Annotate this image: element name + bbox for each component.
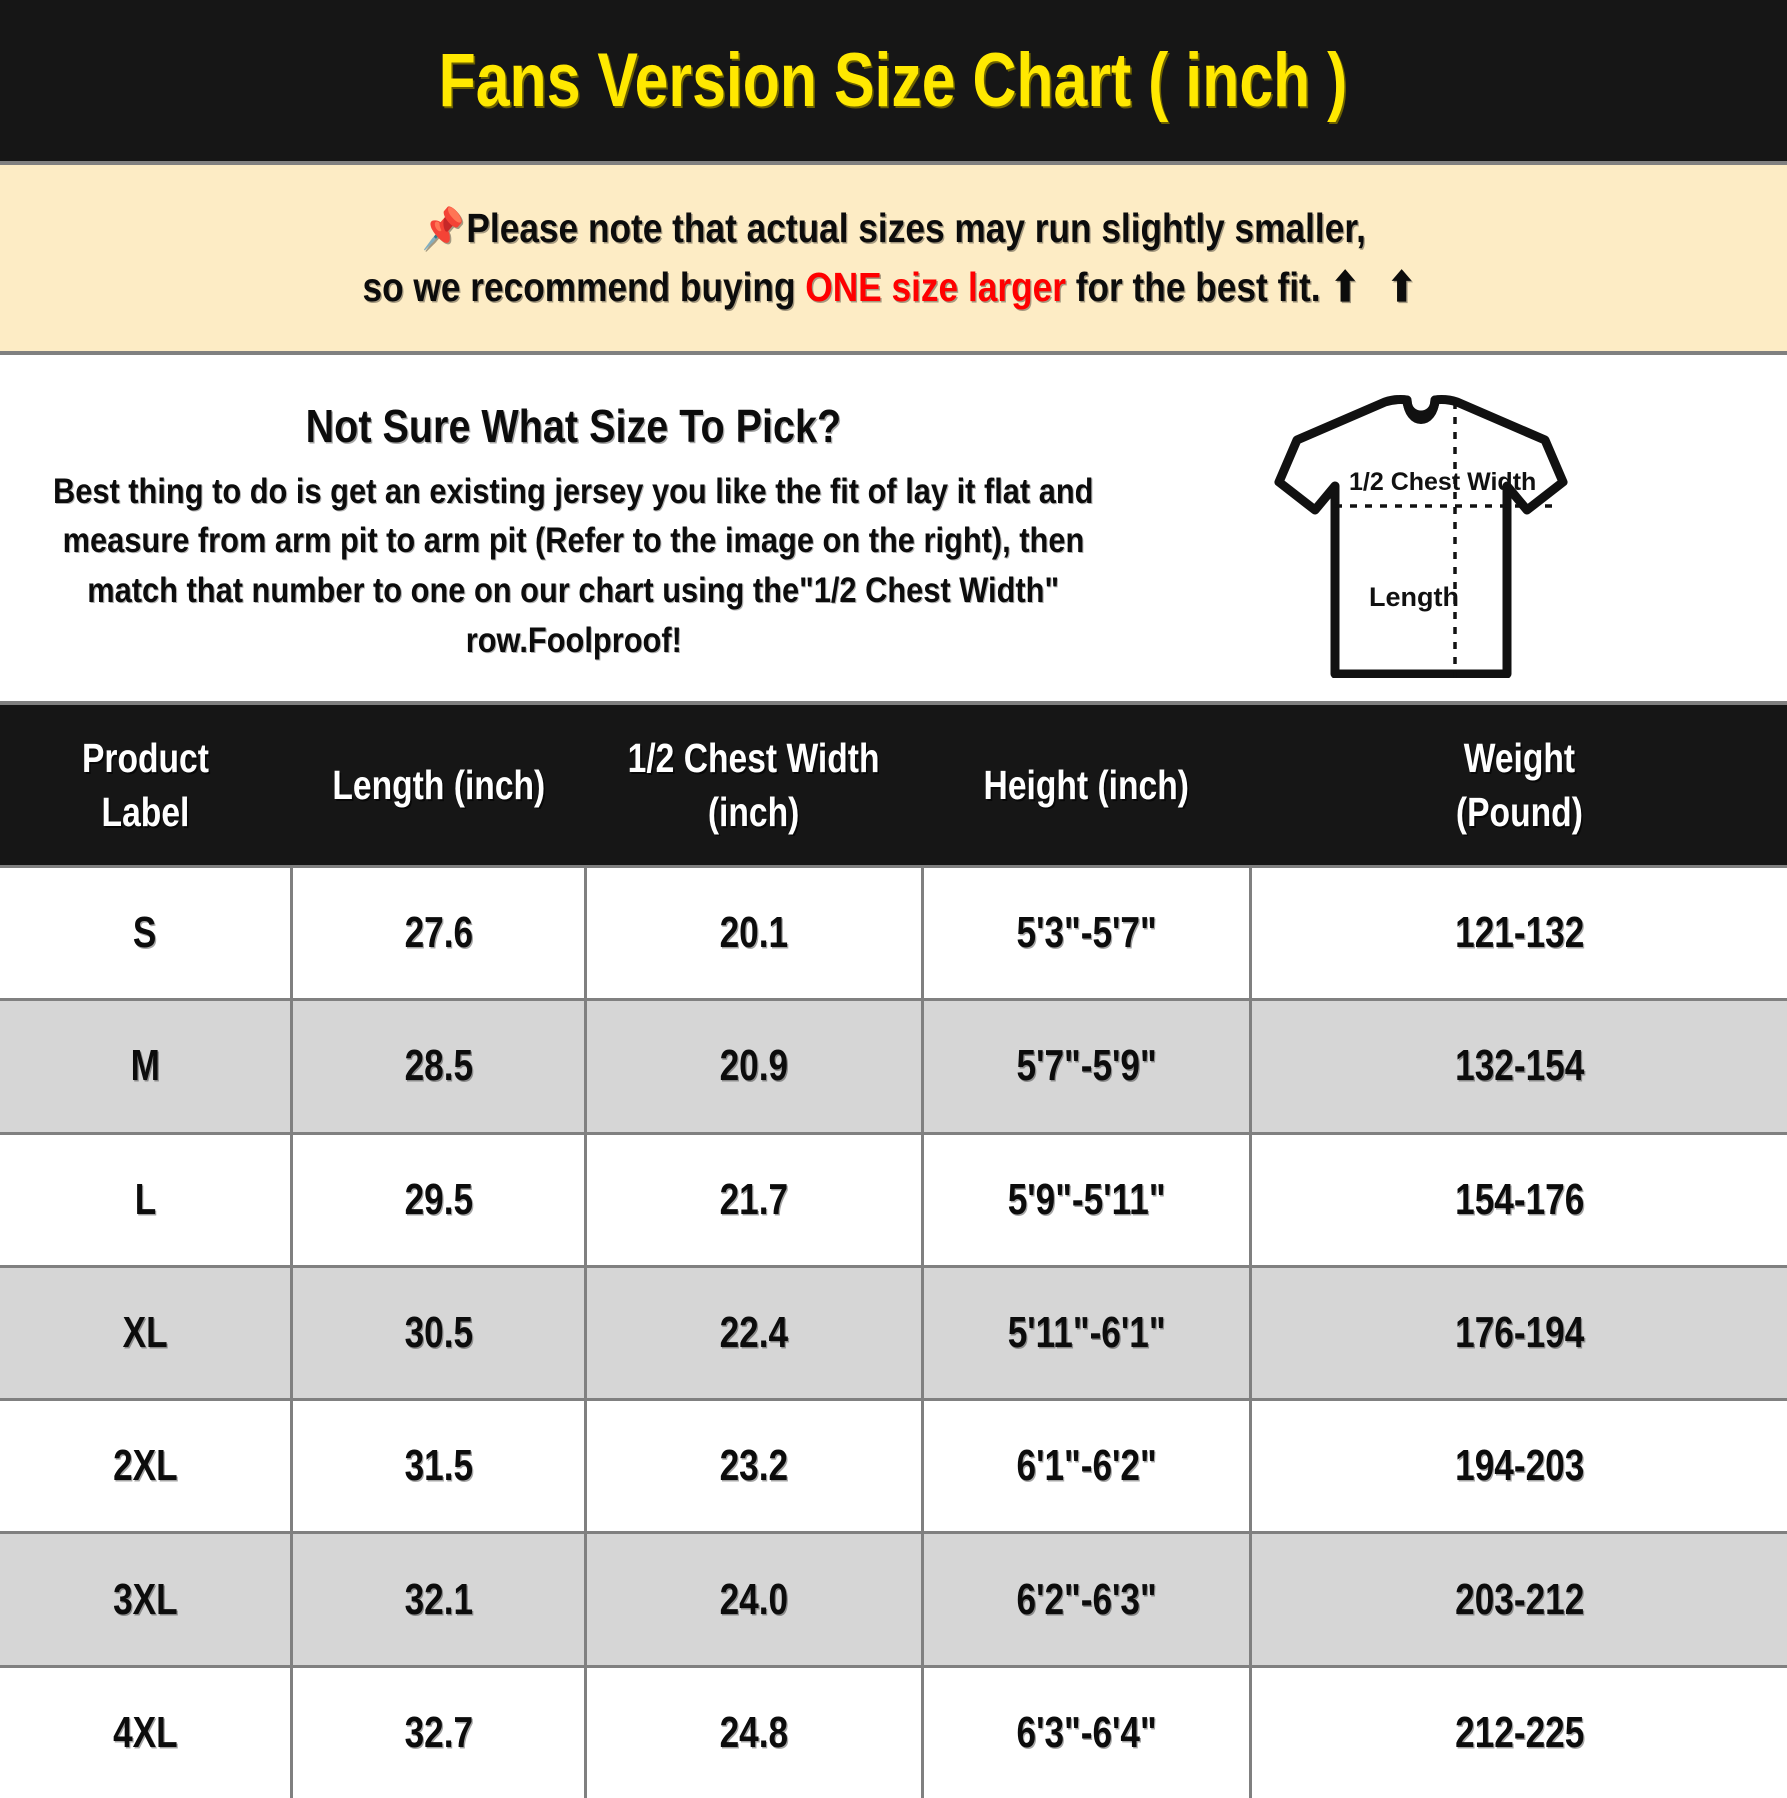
column-header-weight-text: Weight (Pound) bbox=[1456, 734, 1583, 835]
column-header-product-label: Product Label bbox=[0, 705, 290, 865]
table-row: 4XL 32.7 24.8 6'3"-6'4" 212-225 bbox=[0, 1667, 1787, 1798]
cell-product-label: XL bbox=[0, 1267, 290, 1399]
chest-width-label: 1/2 Chest Width bbox=[1349, 468, 1536, 496]
cell-height: 5'9"-5'11" bbox=[924, 1134, 1249, 1265]
cell-half-chest-width: 21.7 bbox=[587, 1134, 921, 1265]
note-emphasis: ONE size larger bbox=[804, 264, 1066, 310]
tshirt-outline bbox=[1274, 395, 1568, 678]
column-header-height: Height (inch) bbox=[924, 705, 1249, 865]
note-line-2-prefix: so we recommend buying bbox=[362, 264, 805, 310]
note-line-1: 📌Please note that actual sizes may run s… bbox=[421, 199, 1365, 258]
info-body-line-1: Best thing to do is get an existing jers… bbox=[53, 471, 1094, 511]
length-label: Length bbox=[1369, 582, 1459, 612]
cell-height: 5'7"-5'9" bbox=[924, 1001, 1249, 1132]
info-body-line-4: row.Foolproof! bbox=[465, 620, 682, 660]
cell-half-chest-width: 20.1 bbox=[587, 868, 921, 999]
info-heading: Not Sure What Size To Pick? bbox=[305, 399, 842, 452]
table-row: S 27.6 20.1 5'3"-5'7" 121-132 bbox=[0, 868, 1787, 999]
cell-half-chest-width: 24.8 bbox=[587, 1667, 921, 1798]
note-line-2: so we recommend buying ONE size larger f… bbox=[362, 258, 1425, 317]
table-row: 3XL 32.1 24.0 6'2"-6'3" 203-212 bbox=[0, 1534, 1787, 1665]
cell-weight: 176-194 bbox=[1252, 1267, 1787, 1399]
note-band: 📌Please note that actual sizes may run s… bbox=[0, 165, 1787, 355]
cell-height: 6'3"-6'4" bbox=[924, 1667, 1249, 1798]
table-row: L 29.5 21.7 5'9"-5'11" 154-176 bbox=[0, 1134, 1787, 1265]
cell-half-chest-width: 24.0 bbox=[587, 1534, 921, 1665]
column-header-height-text: Height (inch) bbox=[983, 761, 1190, 808]
cell-length: 31.5 bbox=[293, 1401, 584, 1532]
cell-length: 28.5 bbox=[293, 1001, 584, 1132]
cell-product-label: S bbox=[0, 868, 290, 999]
cell-half-chest-width: 20.9 bbox=[587, 1001, 921, 1132]
cell-weight: 121-132 bbox=[1252, 868, 1787, 999]
cell-weight: 194-203 bbox=[1252, 1401, 1787, 1532]
table-header-row: Product Label Length (inch) 1/2 Chest Wi… bbox=[0, 705, 1787, 865]
cell-weight: 212-225 bbox=[1252, 1667, 1787, 1798]
tshirt-diagram-container: 1/2 Chest Width Length bbox=[1147, 355, 1787, 701]
cell-length: 30.5 bbox=[293, 1267, 584, 1399]
arrow-up-icon: ⬆ ⬆ bbox=[1330, 264, 1425, 310]
title-banner: Fans Version Size Chart ( inch ) bbox=[0, 0, 1787, 165]
info-body-line-2: measure from arm pit to arm pit (Refer t… bbox=[62, 521, 1085, 561]
cell-product-label: L bbox=[0, 1134, 290, 1265]
cell-length: 29.5 bbox=[293, 1134, 584, 1265]
cell-half-chest-width: 23.2 bbox=[587, 1401, 921, 1532]
note-line-2-suffix: for the best fit. bbox=[1065, 264, 1331, 310]
cell-length: 32.1 bbox=[293, 1534, 584, 1665]
tshirt-measurement-diagram: 1/2 Chest Width Length bbox=[1274, 395, 1568, 678]
cell-weight: 132-154 bbox=[1252, 1001, 1787, 1132]
info-section: Not Sure What Size To Pick? Best thing t… bbox=[0, 355, 1787, 705]
cell-height: 6'2"-6'3" bbox=[924, 1534, 1249, 1665]
cell-product-label: 2XL bbox=[0, 1401, 290, 1532]
cell-weight: 154-176 bbox=[1252, 1134, 1787, 1265]
cell-height: 5'3"-5'7" bbox=[924, 868, 1249, 999]
table-row: XL 30.5 22.4 5'11"-6'1" 176-194 bbox=[0, 1267, 1787, 1399]
column-header-length: Length (inch) bbox=[293, 705, 584, 865]
size-table: Product Label Length (inch) 1/2 Chest Wi… bbox=[0, 705, 1787, 1798]
cell-weight: 203-212 bbox=[1252, 1534, 1787, 1665]
cell-half-chest-width: 22.4 bbox=[587, 1267, 921, 1399]
column-header-length-text: Length (inch) bbox=[332, 761, 545, 808]
note-line-1-text: Please note that actual sizes may run sl… bbox=[466, 204, 1366, 251]
tshirt-collar bbox=[1402, 395, 1440, 424]
cell-product-label: 3XL bbox=[0, 1534, 290, 1665]
column-header-half-chest-width: 1/2 Chest Width (inch) bbox=[587, 705, 921, 865]
column-header-weight: Weight (Pound) bbox=[1252, 705, 1787, 865]
column-header-product-label-text: Product Label bbox=[81, 734, 209, 835]
cell-product-label: 4XL bbox=[0, 1667, 290, 1798]
info-text-block: Not Sure What Size To Pick? Best thing t… bbox=[0, 355, 1147, 701]
column-header-half-chest-width-text: 1/2 Chest Width (inch) bbox=[628, 734, 880, 835]
pushpin-icon: 📌 bbox=[421, 206, 465, 251]
cell-height: 5'11"-6'1" bbox=[924, 1267, 1249, 1399]
page-title: Fans Version Size Chart ( inch ) bbox=[439, 38, 1348, 123]
cell-length: 27.6 bbox=[293, 868, 584, 999]
table-row: 2XL 31.5 23.2 6'1"-6'2" 194-203 bbox=[0, 1401, 1787, 1532]
cell-length: 32.7 bbox=[293, 1667, 584, 1798]
table-row: M 28.5 20.9 5'7"-5'9" 132-154 bbox=[0, 1001, 1787, 1132]
cell-height: 6'1"-6'2" bbox=[924, 1401, 1249, 1532]
info-body-line-3: match that number to one on our chart us… bbox=[87, 571, 1060, 610]
cell-product-label: M bbox=[0, 1001, 290, 1132]
